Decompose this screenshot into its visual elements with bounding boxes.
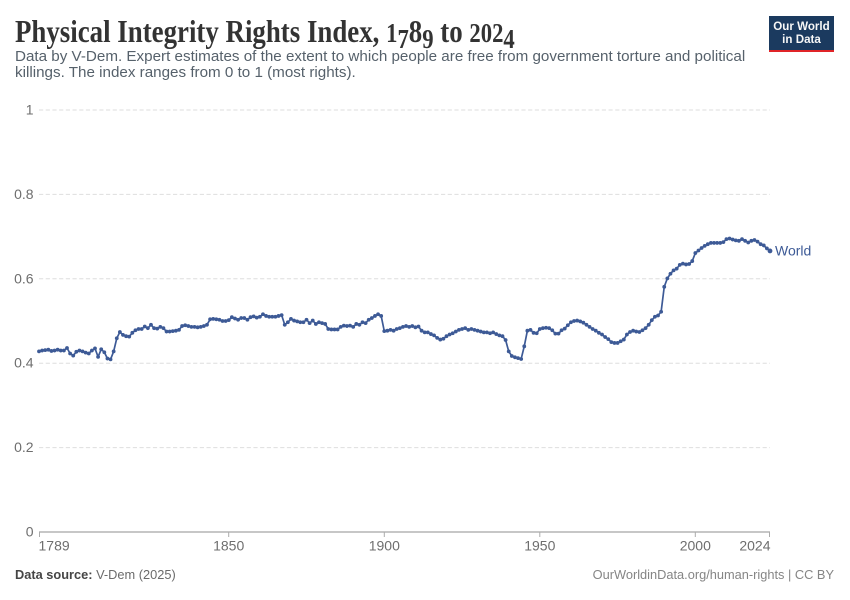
svg-text:0: 0 [26, 524, 34, 540]
svg-text:1789: 1789 [39, 538, 70, 554]
svg-text:2024: 2024 [739, 538, 770, 554]
svg-text:0.4: 0.4 [14, 355, 34, 371]
svg-text:World: World [775, 243, 811, 259]
svg-text:0.2: 0.2 [14, 439, 34, 455]
svg-text:1900: 1900 [369, 538, 400, 554]
svg-text:0.6: 0.6 [14, 270, 34, 286]
svg-text:2000: 2000 [680, 538, 711, 554]
svg-text:0.8: 0.8 [14, 186, 34, 202]
svg-text:1850: 1850 [213, 538, 244, 554]
svg-text:1: 1 [26, 102, 34, 118]
svg-text:1950: 1950 [524, 538, 555, 554]
